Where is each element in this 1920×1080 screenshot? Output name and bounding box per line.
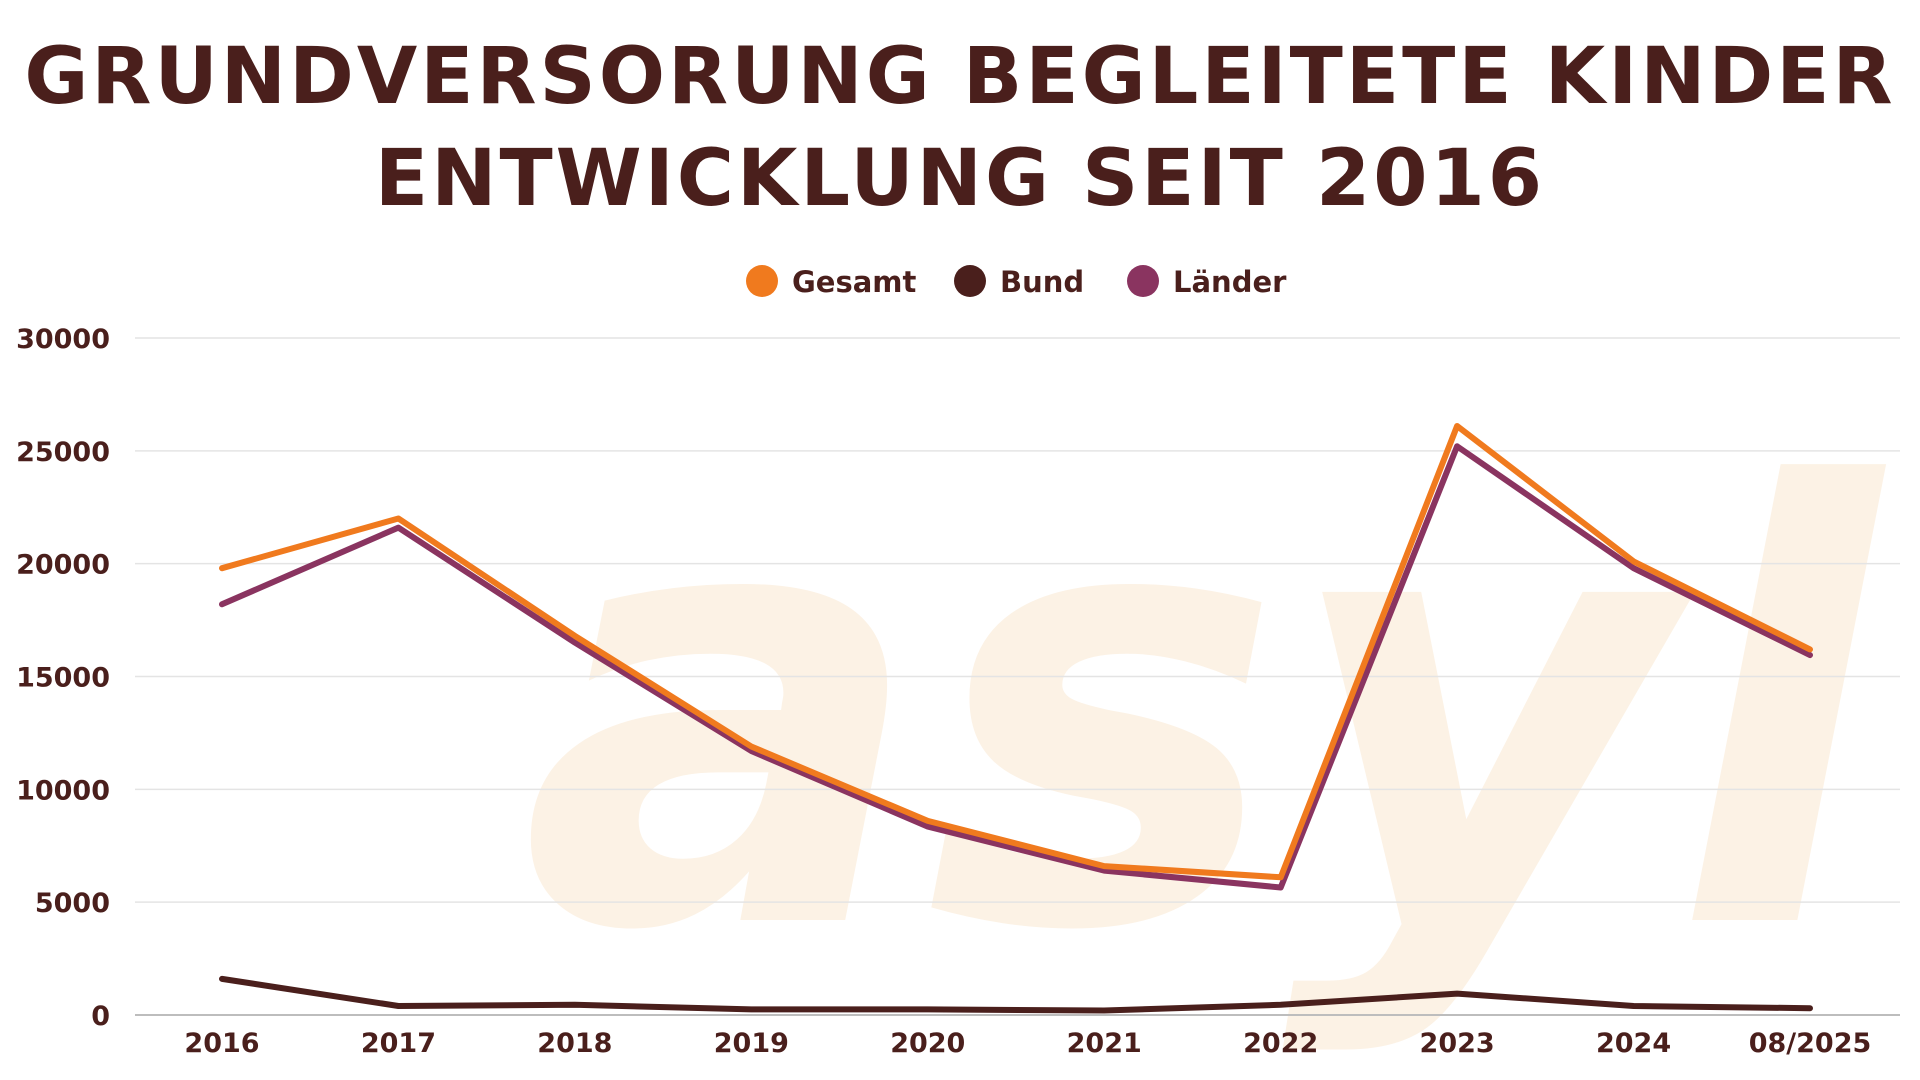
- x-tick-label: 2023: [1420, 1028, 1495, 1059]
- legend: Gesamt Bund Länder: [746, 265, 1287, 299]
- series-line-gesamt: [219, 423, 1813, 881]
- x-tick-label: 2018: [537, 1028, 612, 1059]
- x-tick-label: 2021: [1067, 1028, 1142, 1059]
- y-tick-label: 25000: [16, 437, 110, 468]
- x-axis: 2016 2017 2018 2019 2020 2021 2022 2023 2024 08/2…: [184, 1028, 1871, 1059]
- legend-label: Gesamt: [792, 265, 917, 299]
- legend-marker: [954, 265, 986, 297]
- x-tick-label: 2017: [361, 1028, 436, 1059]
- y-tick-label: 30000: [16, 324, 110, 355]
- chart-title-line-2: ENTWICKLUNG SEIT 2016: [375, 134, 1545, 224]
- x-tick-label: 2024: [1596, 1028, 1671, 1059]
- chart-title-line-1: GRUNDVERSORUNG BEGLEITETE KINDER: [24, 32, 1895, 122]
- y-axis: 0 5000 10000 15000 20000 25000 30000: [16, 324, 110, 1032]
- series-group: [219, 423, 1813, 1014]
- x-tick-label: 2020: [890, 1028, 965, 1059]
- x-tick-label: 2019: [714, 1028, 789, 1059]
- series-line-bund: [219, 975, 1813, 1014]
- legend-label: Bund: [1000, 265, 1084, 299]
- watermark-text: asyl: [521, 363, 1890, 1062]
- legend-label: Länder: [1173, 265, 1287, 299]
- series-line-laender: [219, 443, 1813, 891]
- x-tick-label: 08/2025: [1749, 1028, 1872, 1059]
- y-tick-label: 0: [91, 1001, 110, 1032]
- y-tick-label: 5000: [35, 888, 110, 919]
- y-tick-label: 20000: [16, 550, 110, 581]
- x-tick-label: 2016: [184, 1028, 259, 1059]
- grid: [135, 337, 1900, 1016]
- legend-marker: [1127, 265, 1159, 297]
- y-tick-label: 15000: [16, 663, 110, 694]
- x-tick-label: 2022: [1243, 1028, 1318, 1059]
- y-tick-label: 10000: [16, 775, 110, 806]
- legend-marker: [746, 265, 778, 297]
